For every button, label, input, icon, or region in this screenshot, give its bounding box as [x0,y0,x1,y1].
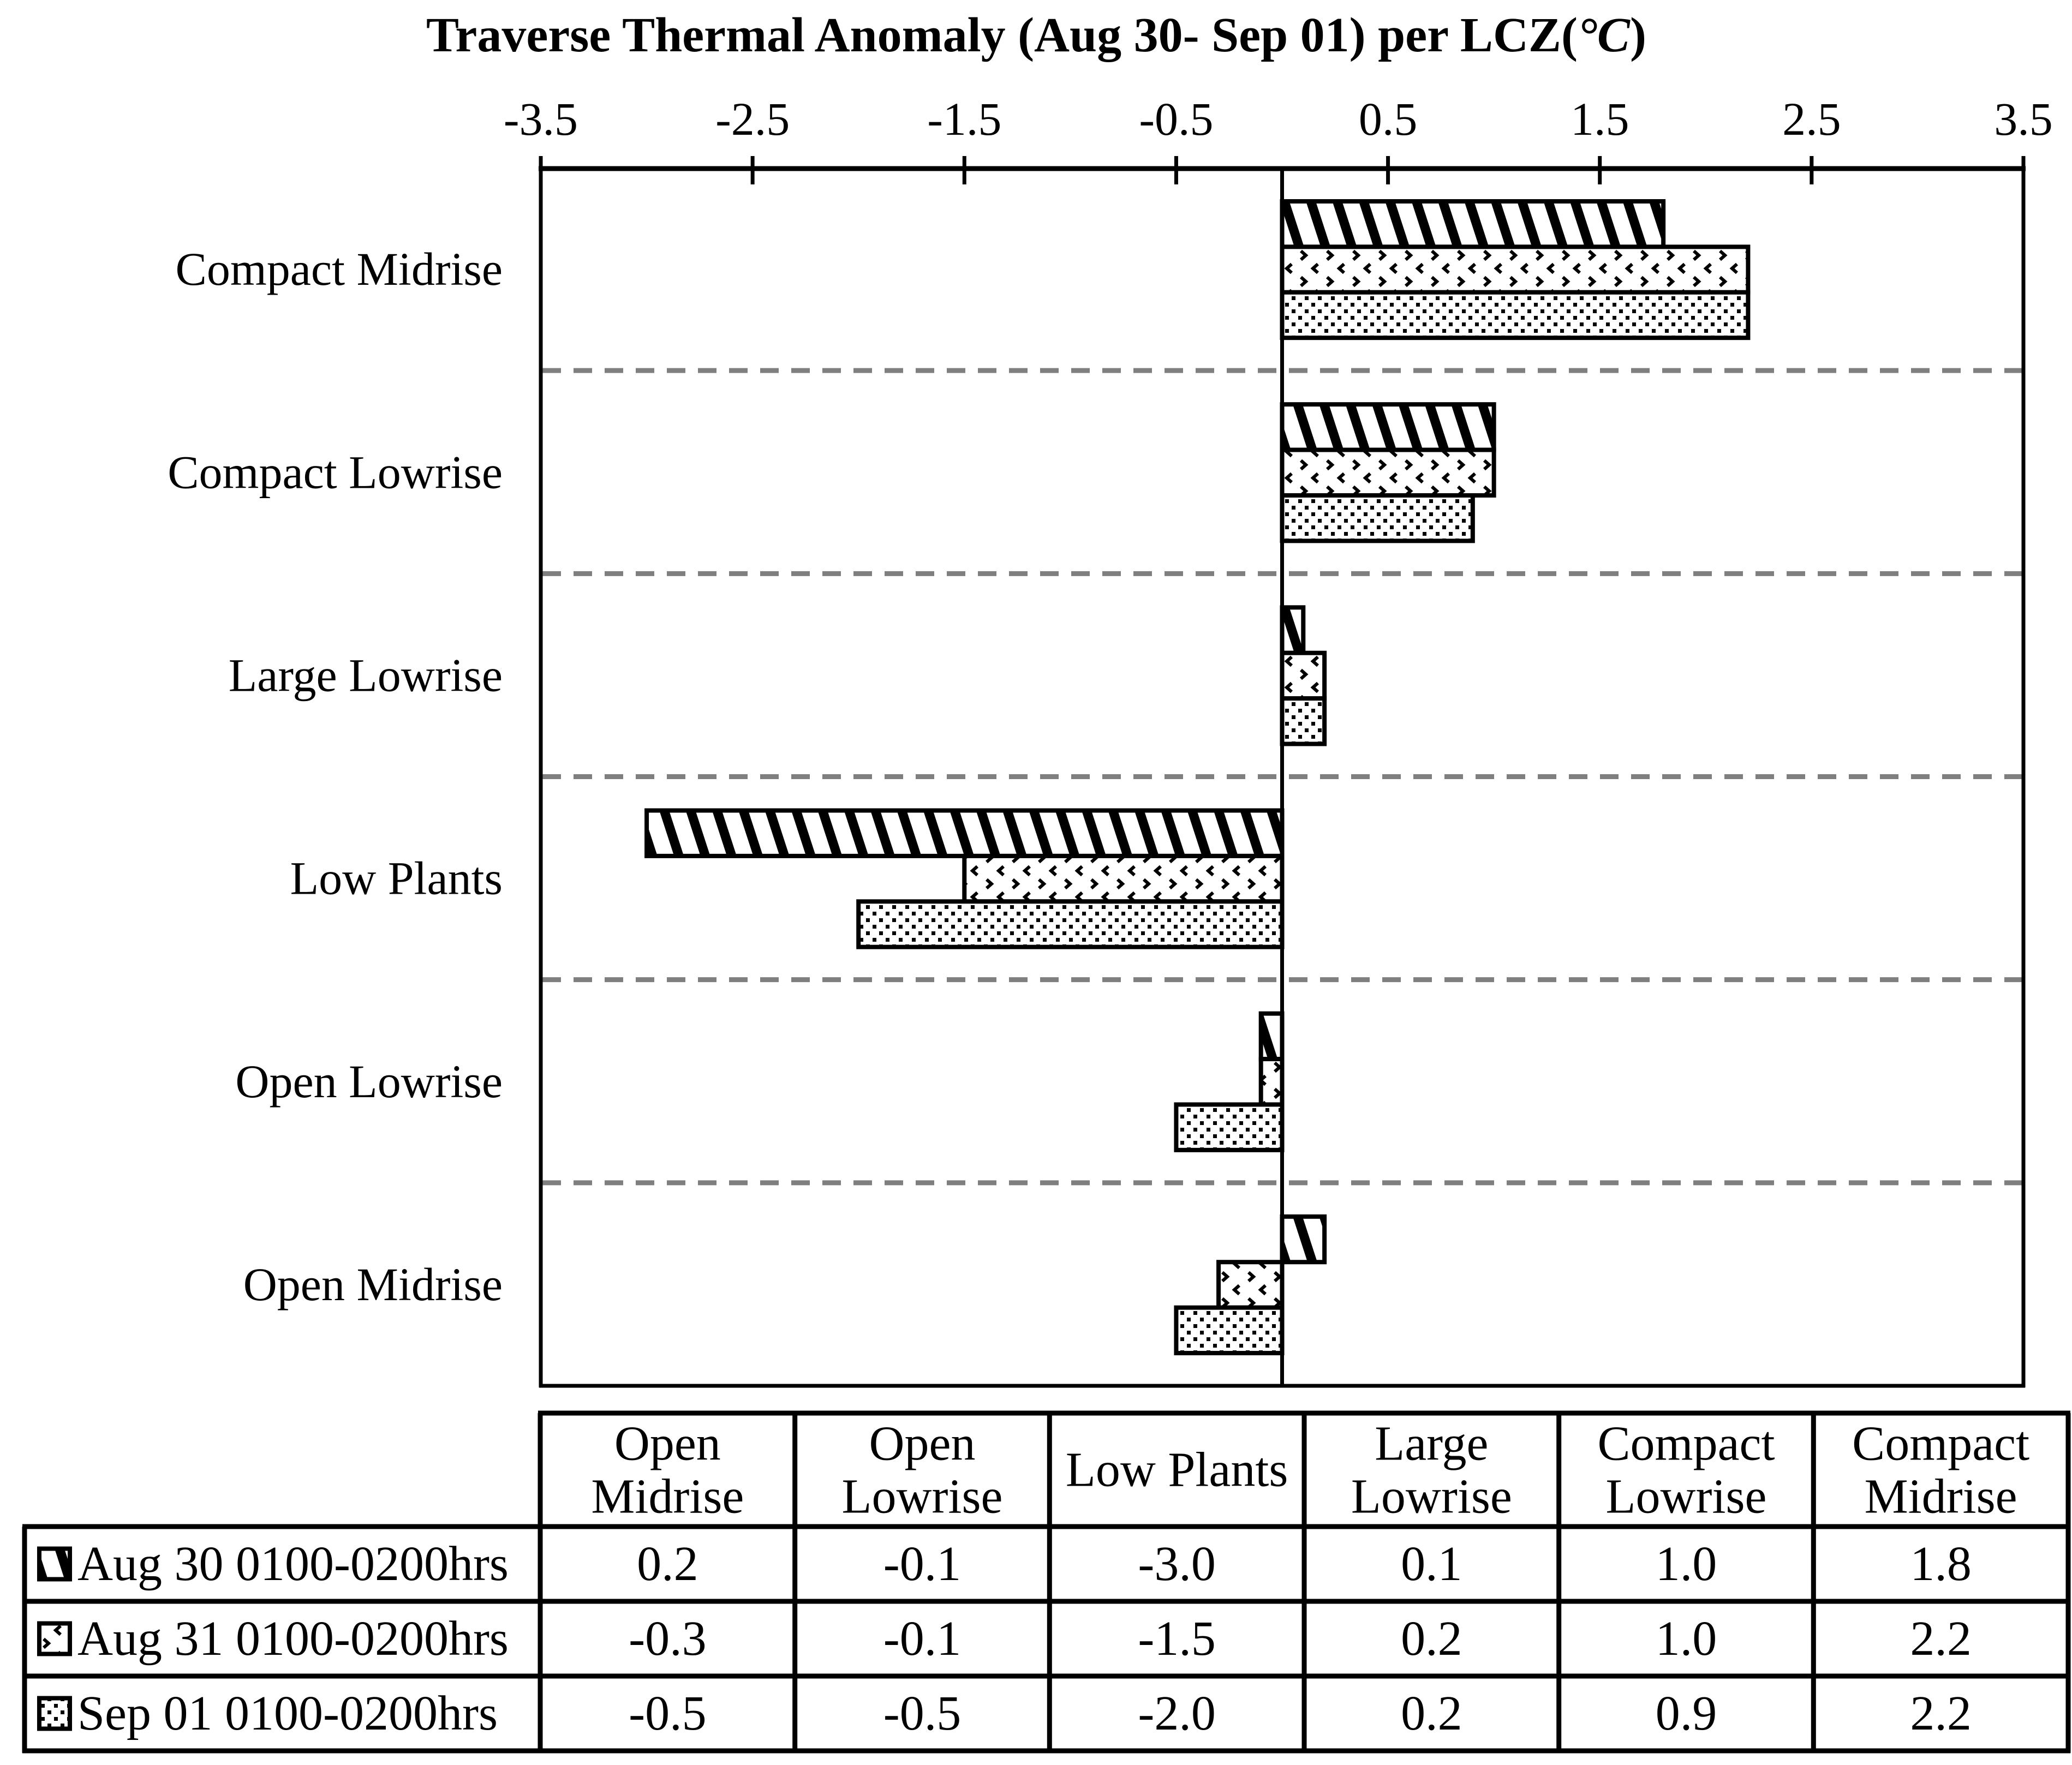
table-value-aug-30-0100-0200hrs-low-plants: -3.0 [1138,1537,1215,1591]
x-axis-label-2.5: 2.5 [1782,93,1841,145]
axis-group [539,156,2026,1388]
bar-sep-01-0100-0200hrs-large-lowrise [1280,696,1327,746]
table-header-open-lowrise: Lowrise [842,1470,1003,1524]
table-value-aug-30-0100-0200hrs-open-midrise: 0.2 [637,1537,698,1591]
x-axis-label-3.5: 3.5 [1994,93,2053,145]
legend-swatch-aug-31-0100-0200hrs [37,1621,72,1656]
table-value-sep-01-0100-0200hrs-open-midrise: -0.5 [629,1686,706,1740]
table-header-low-plants: Low Plants [1066,1443,1288,1497]
legend-swatch-sep-01-0100-0200hrs [37,1696,72,1731]
category-label-open-midrise: Open Midrise [243,1258,503,1311]
bar-aug-30-0100-0200hrs-open-lowrise [1258,1011,1285,1062]
table-value-aug-31-0100-0200hrs-open-lowrise: -0.1 [883,1612,961,1666]
table-header-compact-lowrise: Lowrise [1606,1470,1767,1524]
category-label-low-plants: Low Plants [290,852,503,905]
bar-sep-01-0100-0200hrs-open-midrise [1174,1305,1285,1356]
table-header-open-lowrise: Open [869,1417,976,1471]
bar-aug-30-0100-0200hrs-large-lowrise [1280,605,1306,655]
chart-title-prefix: Traverse Thermal Anomaly (Aug 30- Sep 01… [426,8,1578,62]
bar-aug-31-0100-0200hrs-low-plants [962,853,1285,904]
category-label-large-lowrise: Large Lowrise [229,649,503,701]
bar-sep-01-0100-0200hrs-low-plants [856,899,1285,949]
legend-label-sep-01-0100-0200hrs: Sep 01 0100-0200hrs [77,1686,498,1740]
table-header-compact-lowrise: Compact [1598,1417,1775,1471]
x-axis-label-1.5: 1.5 [1571,93,1629,145]
bar-aug-30-0100-0200hrs-compact-lowrise [1280,402,1496,452]
table-value-sep-01-0100-0200hrs-open-lowrise: -0.5 [883,1686,961,1740]
category-label-compact-lowrise: Compact Lowrise [168,446,503,498]
bar-sep-01-0100-0200hrs-compact-midrise [1280,290,1751,340]
bar-aug-31-0100-0200hrs-compact-lowrise [1280,447,1496,498]
bar-aug-31-0100-0200hrs-open-midrise [1216,1260,1285,1310]
table-value-sep-01-0100-0200hrs-compact-midrise: 2.2 [1910,1686,1972,1740]
x-axis-label--3.5: -3.5 [504,93,578,145]
legend-label-aug-31-0100-0200hrs: Aug 31 0100-0200hrs [77,1612,509,1666]
chart-title: Traverse Thermal Anomaly (Aug 30- Sep 01… [426,8,1646,62]
bar-sep-01-0100-0200hrs-compact-lowrise [1280,493,1475,543]
table-value-aug-31-0100-0200hrs-compact-lowrise: 1.0 [1656,1612,1717,1666]
table-value-aug-31-0100-0200hrs-low-plants: -1.5 [1138,1612,1215,1666]
table-value-sep-01-0100-0200hrs-low-plants: -2.0 [1138,1686,1215,1740]
table-header-open-midrise: Midrise [591,1470,744,1524]
table-value-aug-30-0100-0200hrs-open-lowrise: -0.1 [883,1537,961,1591]
x-axis-label--1.5: -1.5 [927,93,1001,145]
table-value-aug-31-0100-0200hrs-open-midrise: -0.3 [629,1612,706,1666]
legend-label-aug-30-0100-0200hrs: Aug 30 0100-0200hrs [77,1537,509,1591]
table-header-large-lowrise: Large [1375,1417,1488,1471]
legend-swatch-aug-30-0100-0200hrs [37,1546,72,1582]
table-header-large-lowrise: Lowrise [1351,1470,1512,1524]
bar-aug-30-0100-0200hrs-compact-midrise [1280,199,1666,249]
table-value-aug-31-0100-0200hrs-compact-midrise: 2.2 [1910,1612,1972,1666]
bar-sep-01-0100-0200hrs-open-lowrise [1174,1102,1285,1152]
labels-group: -3.5 -2.5 -1.5 -0.5 0.5 1.5 2.5 3.5 Compact Midr… [168,93,2053,1311]
table-value-sep-01-0100-0200hrs-large-lowrise: 0.2 [1401,1686,1462,1740]
table-header-compact-midrise: Compact [1852,1417,2029,1471]
chart-title-unit: °C [1578,8,1631,62]
x-axis-label--2.5: -2.5 [715,93,790,145]
bar-aug-30-0100-0200hrs-low-plants [644,808,1285,858]
table-value-aug-30-0100-0200hrs-compact-midrise: 1.8 [1910,1537,1972,1591]
bar-aug-30-0100-0200hrs-open-midrise [1280,1214,1327,1265]
category-label-open-lowrise: Open Lowrise [235,1055,503,1108]
table-value-aug-30-0100-0200hrs-large-lowrise: 0.1 [1401,1537,1462,1591]
bar-aug-31-0100-0200hrs-open-lowrise [1258,1057,1285,1107]
table-value-aug-30-0100-0200hrs-compact-lowrise: 1.0 [1656,1537,1717,1591]
bar-aug-31-0100-0200hrs-large-lowrise [1280,650,1327,701]
x-axis-label--0.5: -0.5 [1139,93,1213,145]
category-label-compact-midrise: Compact Midrise [175,243,503,295]
chart-title-suffix: ) [1630,8,1646,62]
x-axis-label-0.5: 0.5 [1359,93,1418,145]
table-header-compact-midrise: Midrise [1865,1470,2017,1524]
table-value-aug-31-0100-0200hrs-large-lowrise: 0.2 [1401,1612,1462,1666]
bars-group [644,199,1751,1356]
table-header-open-midrise: Open [614,1417,721,1471]
bar-aug-31-0100-0200hrs-compact-midrise [1280,244,1751,295]
table-value-sep-01-0100-0200hrs-compact-lowrise: 0.9 [1656,1686,1717,1740]
